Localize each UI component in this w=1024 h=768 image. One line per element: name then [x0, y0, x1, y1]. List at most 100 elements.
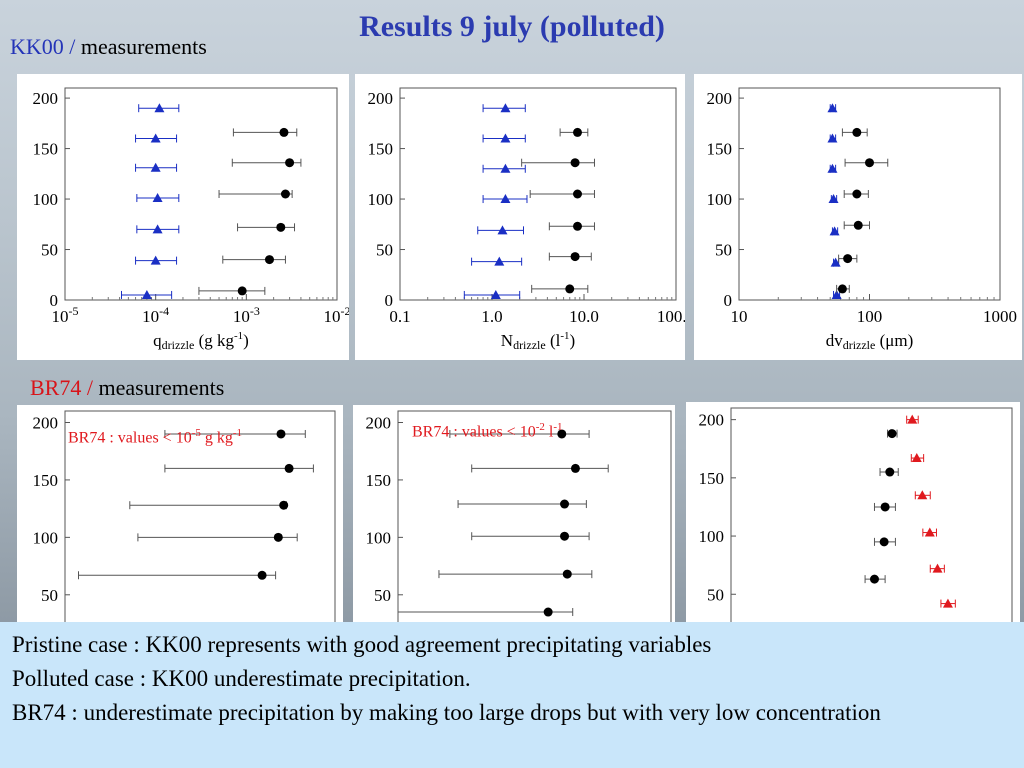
y-tick-label: 50 [376, 241, 393, 260]
data-point-circle [521, 158, 595, 168]
data-point-circle [231, 158, 302, 168]
circle-marker [560, 531, 570, 541]
measurements-label: measurements [98, 375, 225, 400]
x-tick-label: 10-3 [233, 304, 260, 326]
triangle-marker [490, 289, 501, 299]
x-tick-label: 100.0 [657, 307, 685, 326]
chart-dv-drizzle: 0 50 100 150 200 10 100 1000 dvdrizzle (μm) [707, 87, 1017, 352]
panel-br74-q: 50 100 150 200 [17, 405, 343, 625]
note-br74-n: BR74 : values < 10-2 l-1 [412, 421, 562, 441]
chart-n-drizzle: 0 50 100 150 200 0.1 1.0 10.0 100.0 Ndrizzle (l-1… [368, 87, 685, 352]
circle-marker [565, 284, 575, 294]
slide-title: Results 9 july (polluted) [359, 10, 665, 43]
data-point-circle [879, 467, 899, 477]
x-axis-label: qdrizzle (g kg-1) [153, 330, 249, 352]
data-point-triangle [135, 162, 178, 172]
circle-marker [264, 255, 274, 265]
plot-frame [64, 410, 336, 625]
axes: 0 50 100 150 200 0.1 1.0 10.0 100.0 Ndrizzle (l-1… [368, 87, 685, 352]
y-tick-label: 50 [41, 241, 58, 260]
circle-marker [280, 189, 290, 199]
circle-marker [284, 463, 294, 473]
triangle-marker [924, 527, 935, 537]
chart-br74-q: 50 100 150 200 [33, 410, 336, 625]
circle-marker [853, 220, 863, 230]
y-tick-label: 100 [33, 528, 59, 547]
y-tick-label: 50 [41, 586, 58, 605]
note-unit: l [544, 423, 554, 441]
circle-marker [880, 502, 890, 512]
plot-frame [399, 87, 677, 301]
data-point-triangle [482, 194, 528, 204]
x-tick-label: 10-2 [324, 304, 350, 326]
note-exponent: -5 [191, 427, 201, 439]
plot-frame [738, 87, 1001, 301]
circle-marker [557, 429, 567, 439]
triangle-marker [150, 133, 161, 143]
data-point-circle [129, 500, 289, 510]
panel-br74-dv: 50 100 150 200 [686, 402, 1020, 625]
separator: / [63, 34, 81, 59]
chart-br74-dv: 50 100 150 200 [699, 407, 1013, 625]
triangle-marker [932, 563, 943, 573]
data-point-circle [843, 220, 870, 230]
plot-frame [730, 407, 1013, 625]
model-name-kk00: KK00 [10, 34, 64, 59]
circle-marker [843, 254, 853, 264]
data-point-circle [457, 499, 587, 509]
circle-marker [869, 574, 879, 584]
y-tick-label: 100 [707, 190, 733, 209]
data-point-triangle [929, 563, 945, 573]
section-label-bottom: BR74 / measurements [30, 375, 224, 401]
y-tick-label: 100 [33, 190, 59, 209]
data-point-circle [841, 127, 868, 137]
y-tick-label: 50 [374, 586, 391, 605]
data-point-circle [198, 286, 266, 296]
x-tick-label: 10-5 [52, 304, 79, 326]
y-tick-label: 200 [368, 89, 394, 108]
y-tick-label: 150 [33, 140, 59, 159]
measurements-label: measurements [80, 34, 207, 59]
y-tick-label: 50 [715, 241, 732, 260]
triangle-marker [831, 289, 842, 299]
circle-marker [573, 221, 583, 231]
y-tick-label: 50 [707, 585, 724, 604]
x-tick-label: 0.1 [389, 307, 410, 326]
x-tick-label: 10 [731, 307, 748, 326]
y-tick-label: 200 [33, 89, 59, 108]
data-point-circle [237, 222, 296, 232]
data-point-circle [864, 574, 886, 584]
data-point-triangle [121, 289, 173, 299]
y-tick-label: 150 [707, 140, 733, 159]
circle-marker [273, 532, 283, 542]
separator: / [81, 375, 99, 400]
triangle-marker [942, 598, 953, 608]
x-tick-label: 10.0 [569, 307, 599, 326]
circle-marker [543, 607, 553, 617]
data-point-triangle [135, 255, 178, 265]
triangle-marker [907, 414, 918, 424]
y-tick-label: 0 [724, 291, 733, 310]
x-axis-label: dvdrizzle (μm) [826, 331, 914, 352]
y-tick-label: 100 [368, 190, 394, 209]
y-tick-label: 200 [366, 413, 392, 432]
data-point-triangle [136, 193, 180, 203]
triangle-marker [494, 256, 505, 266]
triangle-marker [152, 193, 163, 203]
data-point-circle [838, 254, 858, 264]
model-name-br74: BR74 [30, 375, 82, 400]
data-point-circle [887, 429, 898, 439]
data-point-triangle [138, 103, 180, 113]
data-point-triangle [910, 453, 925, 463]
conclusion-line-2: Polluted case : KK00 underestimate preci… [12, 666, 471, 691]
triangle-marker [827, 133, 838, 143]
triangle-marker [150, 255, 161, 265]
circle-marker [570, 463, 580, 473]
note-exponent: -2 [535, 421, 545, 433]
data-point-triangle [136, 224, 180, 234]
triangle-marker [141, 289, 152, 299]
data-point-circle [137, 532, 298, 542]
triangle-marker [827, 103, 838, 113]
triangle-marker [500, 194, 511, 204]
circle-marker [257, 570, 267, 580]
